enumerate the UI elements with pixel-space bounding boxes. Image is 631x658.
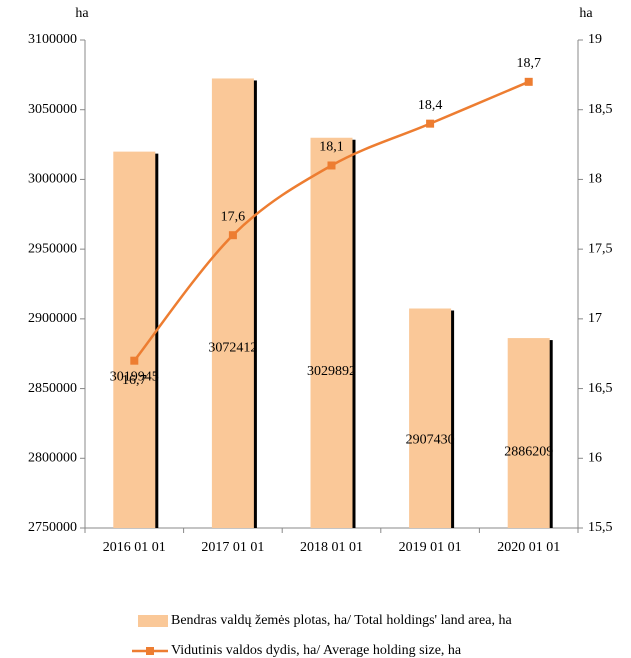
- bar-value-label: 2907430: [406, 432, 455, 447]
- y-axis-title: ha: [75, 6, 89, 21]
- line-marker: [524, 77, 533, 86]
- line-value-label: 18,1: [319, 140, 344, 155]
- y-tick-label: 3050000: [28, 102, 77, 117]
- y2-tick-label: 19: [588, 32, 602, 47]
- line-value-label: 17,6: [221, 209, 246, 224]
- y2-tick-label: 17,5: [588, 241, 613, 256]
- y-tick-label: 3100000: [28, 32, 77, 47]
- legend-label: Bendras valdų žemės plotas, ha/ Total ho…: [171, 613, 512, 628]
- x-tick-label: 2017 01 01: [201, 540, 264, 555]
- line-marker: [426, 119, 435, 128]
- line-value-label: 16,7: [122, 373, 147, 388]
- y2-tick-label: 16: [588, 451, 602, 466]
- y2-axis-title: ha: [579, 6, 593, 21]
- y2-tick-label: 18: [588, 172, 602, 187]
- line-marker: [228, 231, 237, 240]
- y-tick-label: 2950000: [28, 241, 77, 256]
- bar-value-label: 3029892: [307, 364, 356, 379]
- y2-tick-label: 15,5: [588, 520, 613, 535]
- bar: [310, 137, 353, 528]
- bar: [507, 338, 550, 528]
- line-marker: [130, 356, 139, 365]
- x-tick-label: 2020 01 01: [497, 540, 560, 555]
- y-tick-label: 2850000: [28, 381, 77, 396]
- y-tick-label: 2750000: [28, 520, 77, 535]
- line: [133, 80, 530, 362]
- legend-swatch: [138, 615, 168, 627]
- line-value-label: 18,4: [418, 98, 443, 113]
- y-tick-label: 2900000: [28, 311, 77, 326]
- y2-tick-label: 16,5: [588, 381, 613, 396]
- x-tick-label: 2018 01 01: [300, 540, 363, 555]
- bar: [211, 78, 254, 529]
- y2-tick-label: 18,5: [588, 102, 613, 117]
- y-tick-label: 3000000: [28, 172, 77, 187]
- bar-value-label: 3072412: [208, 340, 257, 355]
- y-tick-label: 2800000: [28, 451, 77, 466]
- bar: [409, 308, 452, 528]
- x-tick-label: 2019 01 01: [399, 540, 462, 555]
- line-value-label: 18,7: [516, 56, 541, 71]
- y2-tick-label: 17: [588, 311, 602, 326]
- line-marker: [327, 161, 336, 170]
- bar-value-label: 3019945: [110, 370, 159, 385]
- legend-label: Vidutinis valdos dydis, ha/ Average hold…: [171, 643, 462, 658]
- bar-value-label: 2886209: [504, 444, 553, 459]
- legend-swatch: [146, 647, 154, 655]
- x-tick-label: 2016 01 01: [103, 540, 166, 555]
